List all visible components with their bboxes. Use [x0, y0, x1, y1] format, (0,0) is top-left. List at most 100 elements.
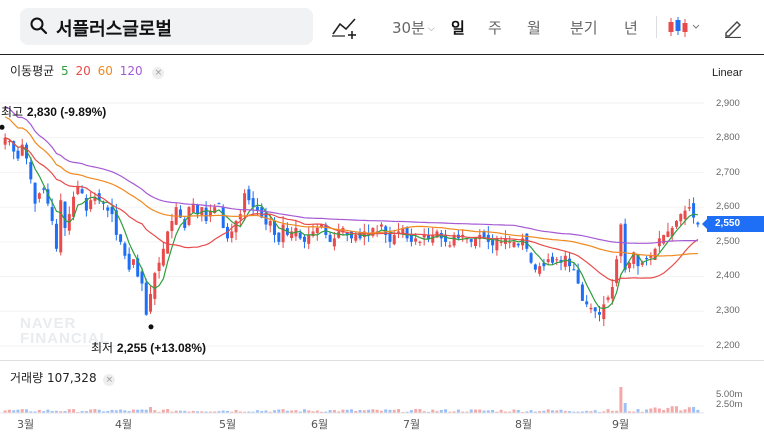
ma-line-ma20 [4, 137, 699, 282]
candle-body [208, 210, 212, 217]
volume-bar [290, 410, 294, 413]
candle-body [516, 243, 520, 246]
candle-body [281, 224, 285, 243]
x-axis-label: 8월 [515, 418, 533, 431]
candle-body [679, 214, 683, 222]
volume-bar [666, 407, 670, 413]
volume-bar [84, 411, 88, 413]
volume-bar [645, 409, 649, 413]
volume-bar [157, 411, 161, 413]
volume-bar [362, 410, 366, 413]
volume-bar [384, 409, 388, 413]
high-value: 2,830 (-9.89%) [26, 105, 107, 119]
volume-bar [448, 411, 452, 413]
volume-bar [311, 411, 315, 413]
candle-body [542, 262, 546, 267]
candle-body [623, 223, 627, 270]
candle-body [619, 224, 623, 257]
volume-bar [264, 410, 268, 413]
volume-divider [0, 360, 764, 361]
candle-body [414, 238, 418, 242]
candle-body [474, 238, 478, 247]
candle-body [183, 219, 187, 228]
candle-body [418, 241, 422, 243]
volume-bar [54, 410, 58, 413]
interval-dropdown[interactable]: 30분 ⌵ [392, 17, 435, 38]
chart-toolbar: 서플러스글로벌 30분 ⌵ 일 주 월 분기 년 [0, 0, 764, 55]
tab-period-day[interactable]: 일 [451, 19, 465, 37]
volume-bar [456, 409, 460, 413]
tab-period-year[interactable]: 년 [624, 19, 638, 37]
candle-body [499, 241, 503, 243]
candle-body [298, 232, 302, 239]
volume-bar [221, 410, 225, 413]
tab-period-quarter[interactable]: 분기 [570, 19, 598, 37]
volume-bar [136, 409, 140, 413]
candle-body [632, 252, 636, 264]
volume-bar [59, 411, 63, 413]
ma-legend-close-icon[interactable]: × [152, 67, 165, 79]
volume-bar [268, 411, 272, 413]
candle-body [119, 234, 123, 242]
volume-bar [332, 410, 336, 413]
volume-bar [465, 411, 469, 413]
volume-legend-close-icon[interactable]: × [103, 374, 116, 386]
volume-bar [670, 406, 674, 413]
candle-body [653, 248, 657, 260]
candle-body [683, 210, 687, 219]
x-axis-label: 3월 [17, 418, 35, 431]
candle-body [431, 234, 435, 243]
volume-bar [358, 410, 362, 413]
volume-bar [37, 409, 41, 413]
volume-bar [559, 409, 563, 413]
candle-body [662, 234, 666, 244]
candle-body [204, 207, 208, 222]
scale-mode-toggle[interactable]: Linear [712, 67, 743, 79]
volume-bar [495, 411, 499, 413]
candle-body [392, 234, 396, 245]
candle-body [401, 227, 405, 234]
indicator-add-icon[interactable] [331, 15, 359, 39]
volume-bar [114, 410, 118, 413]
candle-type-icon[interactable] [666, 15, 702, 39]
candle-body [491, 239, 495, 246]
candle-body [371, 227, 375, 236]
volume-title: 거래량 [10, 371, 44, 385]
candle-body [674, 221, 678, 227]
tab-period-month[interactable]: 월 [527, 19, 541, 37]
candle-body [20, 144, 24, 156]
volume-bar [12, 410, 16, 413]
candle-body [452, 234, 456, 246]
candle-body [12, 141, 16, 152]
candle-body [568, 258, 572, 267]
ma-legend-5: 5 [61, 64, 69, 78]
volume-bar [42, 411, 46, 413]
candle-body [170, 221, 174, 232]
candle-body [93, 196, 97, 201]
stock-search-box[interactable]: 서플러스글로벌 [20, 8, 313, 45]
volume-bar [110, 409, 114, 413]
volume-bar [106, 410, 110, 413]
volume-bar [76, 411, 80, 413]
tab-period-week[interactable]: 주 [488, 19, 502, 37]
volume-bar [555, 410, 559, 413]
volume-bar [251, 411, 255, 413]
stock-name: 서플러스글로벌 [56, 19, 172, 40]
volume-bar [178, 410, 182, 413]
volume-bar [696, 409, 700, 413]
volume-bar [469, 409, 473, 413]
candle-body [345, 232, 349, 235]
volume-bar [294, 410, 298, 413]
volume-bar [324, 411, 328, 413]
ma-legend: 이동평균 5 20 60 120 × [10, 62, 167, 79]
pen-draw-icon[interactable] [723, 16, 743, 38]
volume-bar [149, 407, 153, 413]
volume-bar [499, 409, 503, 413]
volume-bar [302, 409, 306, 413]
volume-bar [516, 409, 520, 413]
volume-bar [101, 411, 105, 413]
candle-body [3, 137, 7, 145]
candle-body [110, 206, 114, 215]
candle-body [572, 269, 576, 271]
